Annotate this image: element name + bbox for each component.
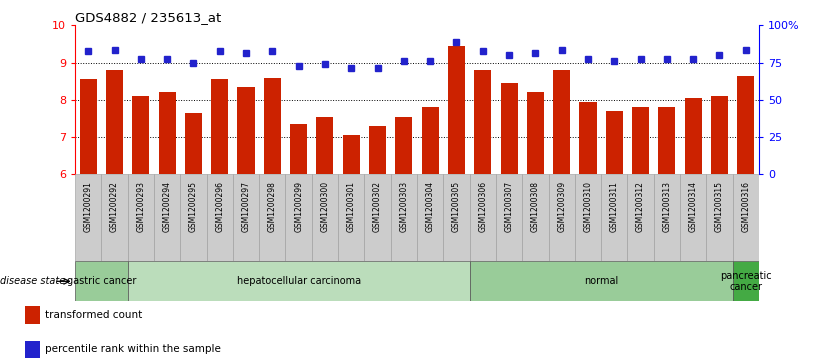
Text: normal: normal: [584, 276, 618, 286]
Text: GSM1200298: GSM1200298: [268, 181, 277, 232]
Bar: [233, 174, 259, 261]
Text: GSM1200302: GSM1200302: [373, 181, 382, 232]
Bar: [154, 174, 180, 261]
Text: GSM1200306: GSM1200306: [478, 181, 487, 232]
Bar: [180, 174, 207, 261]
Text: GSM1200299: GSM1200299: [294, 181, 303, 232]
Text: GSM1200301: GSM1200301: [347, 181, 356, 232]
Bar: [285, 174, 312, 261]
Bar: [470, 261, 732, 301]
Bar: [496, 174, 522, 261]
Bar: [680, 174, 706, 261]
Text: GSM1200291: GSM1200291: [83, 181, 93, 232]
Text: GSM1200294: GSM1200294: [163, 181, 172, 232]
Bar: [422, 107, 439, 174]
Text: GSM1200314: GSM1200314: [689, 181, 698, 232]
Text: GSM1200308: GSM1200308: [531, 181, 540, 232]
Bar: [549, 174, 575, 261]
Bar: [575, 174, 601, 261]
Text: GSM1200300: GSM1200300: [320, 181, 329, 232]
Bar: [128, 174, 154, 261]
Bar: [448, 46, 465, 174]
Bar: [312, 174, 338, 261]
Bar: [158, 93, 176, 174]
Bar: [658, 107, 676, 174]
Text: GSM1200292: GSM1200292: [110, 181, 119, 232]
Bar: [364, 174, 390, 261]
Bar: [185, 113, 202, 174]
Bar: [685, 98, 701, 174]
Text: percentile rank within the sample: percentile rank within the sample: [46, 344, 221, 354]
Bar: [580, 102, 596, 174]
Text: GSM1200293: GSM1200293: [136, 181, 145, 232]
Bar: [654, 174, 680, 261]
Bar: [316, 117, 334, 174]
Bar: [75, 261, 128, 301]
Bar: [553, 70, 570, 174]
Bar: [343, 135, 359, 174]
Bar: [500, 83, 518, 174]
Text: GSM1200312: GSM1200312: [636, 181, 645, 232]
Bar: [106, 70, 123, 174]
Text: GSM1200305: GSM1200305: [452, 181, 461, 232]
Text: GSM1200307: GSM1200307: [505, 181, 514, 232]
Text: GSM1200311: GSM1200311: [610, 181, 619, 232]
Text: GSM1200295: GSM1200295: [189, 181, 198, 232]
Text: pancreatic
cancer: pancreatic cancer: [720, 270, 771, 292]
Bar: [133, 96, 149, 174]
Bar: [732, 174, 759, 261]
Text: GSM1200303: GSM1200303: [399, 181, 409, 232]
Bar: [632, 107, 649, 174]
Text: GSM1200296: GSM1200296: [215, 181, 224, 232]
Bar: [259, 174, 285, 261]
Bar: [102, 174, 128, 261]
Text: disease state: disease state: [0, 276, 65, 286]
Text: GSM1200297: GSM1200297: [242, 181, 250, 232]
Bar: [75, 174, 102, 261]
Text: GSM1200316: GSM1200316: [741, 181, 751, 232]
Bar: [390, 174, 417, 261]
Bar: [527, 93, 544, 174]
Text: GDS4882 / 235613_at: GDS4882 / 235613_at: [75, 11, 221, 24]
Bar: [80, 79, 97, 174]
Bar: [395, 117, 412, 174]
Bar: [470, 174, 496, 261]
Bar: [605, 111, 623, 174]
Text: GSM1200310: GSM1200310: [584, 181, 592, 232]
Bar: [211, 79, 229, 174]
Bar: [207, 174, 233, 261]
Text: GSM1200313: GSM1200313: [662, 181, 671, 232]
Bar: [522, 174, 549, 261]
Bar: [369, 126, 386, 174]
Bar: [737, 76, 754, 174]
Bar: [627, 174, 654, 261]
Text: GSM1200304: GSM1200304: [425, 181, 435, 232]
Bar: [238, 87, 254, 174]
Text: gastric cancer: gastric cancer: [67, 276, 136, 286]
Bar: [338, 174, 364, 261]
Text: hepatocellular carcinoma: hepatocellular carcinoma: [237, 276, 360, 286]
Bar: [711, 96, 728, 174]
Bar: [706, 174, 732, 261]
Bar: [25, 341, 40, 358]
Text: transformed count: transformed count: [46, 310, 143, 320]
Bar: [128, 261, 470, 301]
Bar: [732, 261, 759, 301]
Bar: [444, 174, 470, 261]
Bar: [290, 124, 307, 174]
Bar: [475, 70, 491, 174]
Text: GSM1200315: GSM1200315: [715, 181, 724, 232]
Text: GSM1200309: GSM1200309: [557, 181, 566, 232]
Bar: [25, 306, 40, 323]
Bar: [601, 174, 627, 261]
Bar: [264, 77, 281, 174]
Bar: [417, 174, 444, 261]
